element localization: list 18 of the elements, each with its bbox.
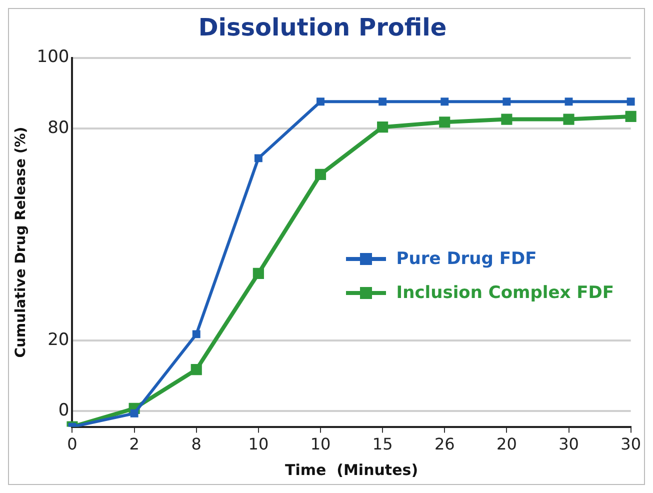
x-tick-label: 30	[558, 434, 579, 454]
x-tick-label: 2	[129, 434, 140, 454]
chart-title: Dissolution Profile	[198, 14, 447, 42]
legend-label: Inclusion Complex FDF	[396, 283, 614, 303]
y-axis-title: Cumulative Drug Release (%)	[13, 126, 30, 358]
y-tick-label: 100	[36, 47, 70, 68]
x-axis-title: Time (Minutes)	[285, 460, 418, 479]
legend-label: Pure Drug FDF	[396, 249, 537, 269]
x-tick-label: 30	[620, 434, 641, 454]
x-tick-label: 8	[191, 434, 202, 454]
x-tick-label: 20	[496, 434, 517, 454]
y-tick-label: 20	[48, 330, 70, 350]
x-tick-label: 10	[248, 434, 269, 454]
y-tick-label: 80	[48, 118, 70, 138]
x-tick-label: 15	[372, 434, 393, 454]
x-tick-label: 26	[434, 434, 455, 454]
y-tick-label: 0	[58, 400, 70, 421]
x-tick-label: 10	[310, 434, 331, 454]
